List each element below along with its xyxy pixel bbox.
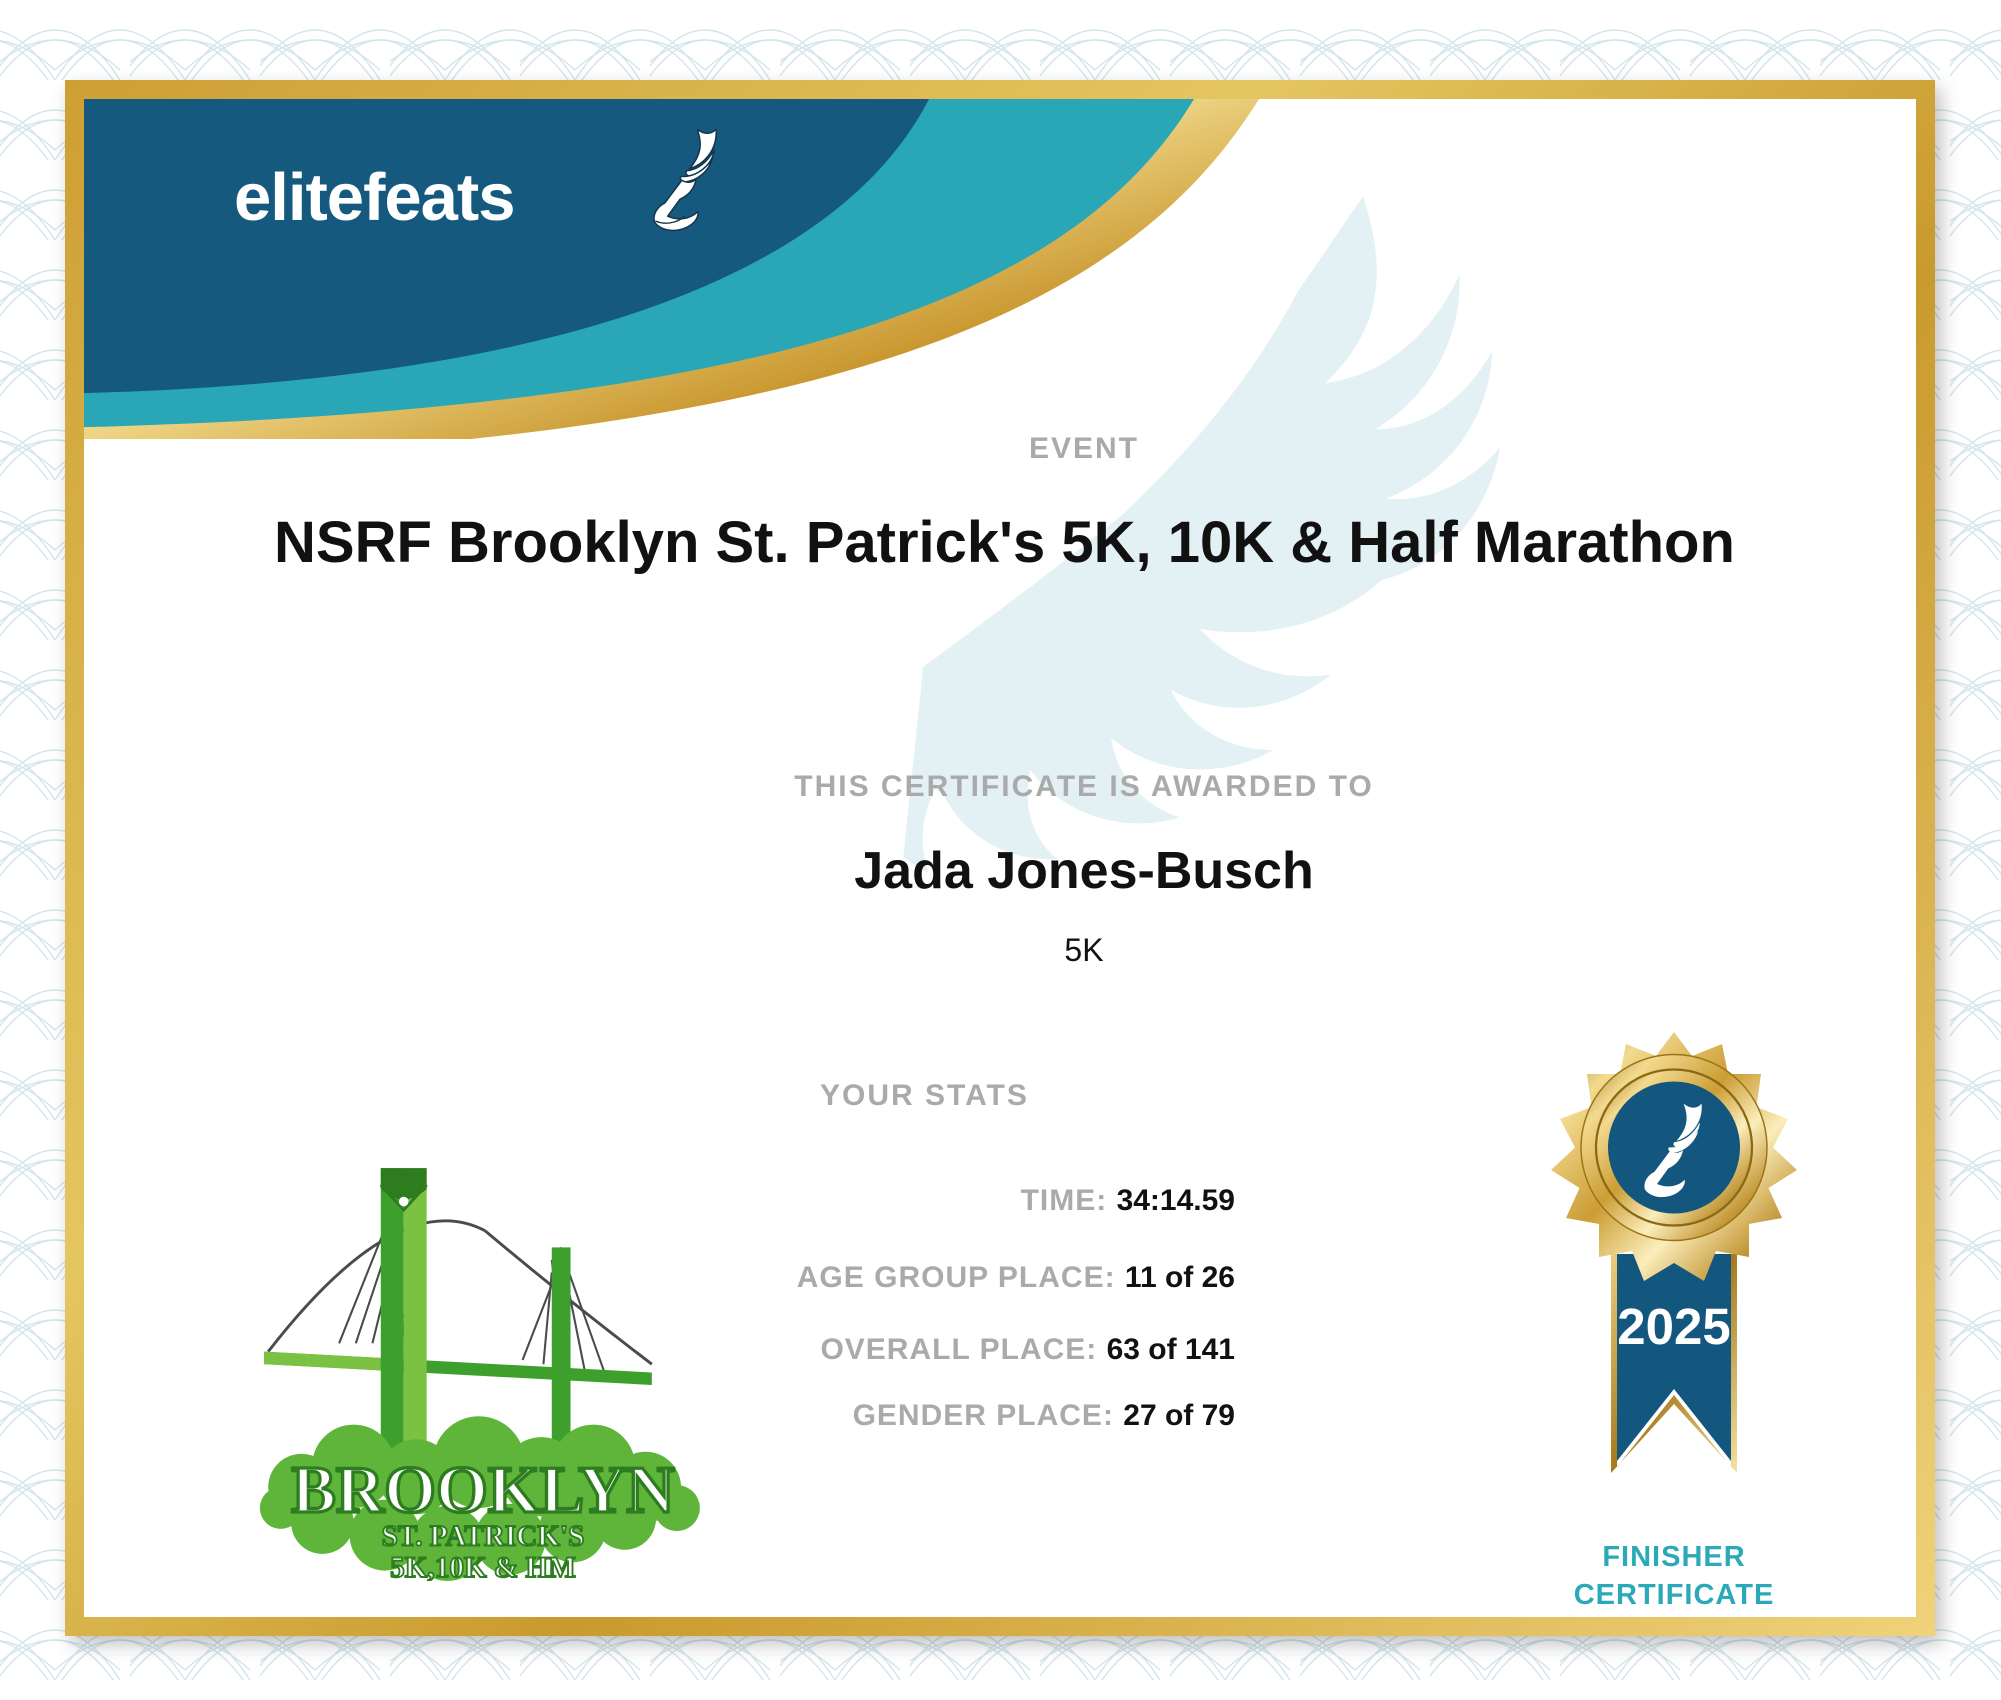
svg-text:ST. PATRICK'S: ST. PATRICK'S [382,1521,585,1553]
svg-text:BROOKLYN: BROOKLYN [291,1454,674,1527]
svg-text:5K,10K & HM: 5K,10K & HM [390,1552,576,1581]
svg-text:2025: 2025 [1617,1298,1730,1355]
